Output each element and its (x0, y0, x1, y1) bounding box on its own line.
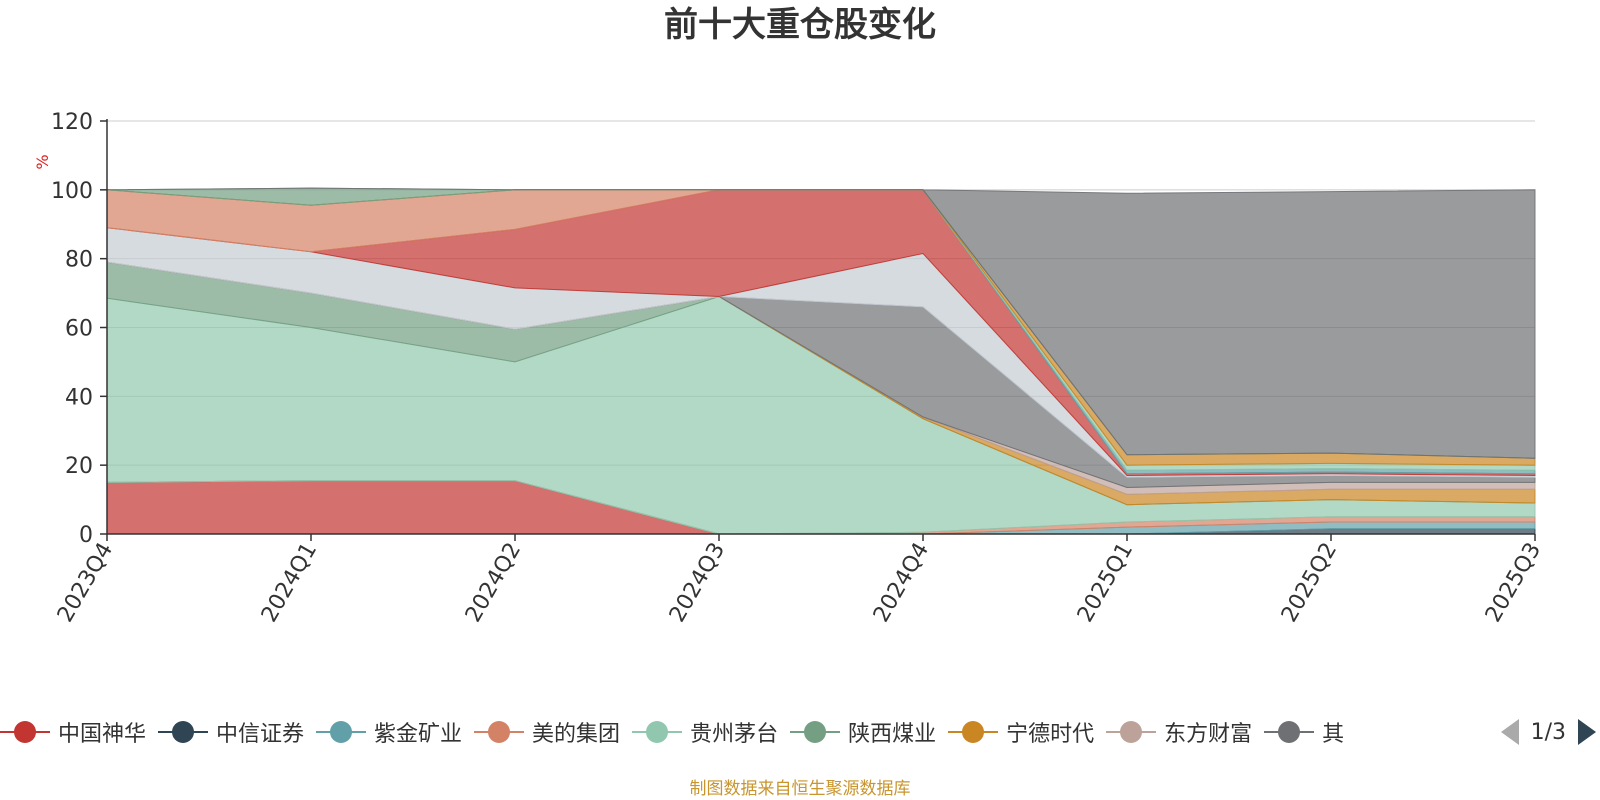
data-source-note: 制图数据来自恒生聚源数据库 (689, 779, 911, 799)
legend-page-indicator: 1/3 (1530, 719, 1566, 745)
legend-label: 美的集团 (532, 722, 621, 747)
y-tick-label: 60 (65, 317, 93, 342)
legend-item[interactable]: 宁德时代 (948, 712, 1094, 752)
legend-marker-icon (790, 721, 841, 743)
legend-label: 中信证券 (216, 722, 305, 747)
x-tick-label: 2025Q2 (1277, 539, 1342, 627)
x-tick-label: 2025Q1 (1073, 539, 1138, 627)
y-tick-label: 80 (65, 248, 93, 273)
legend-label: 紫金矿业 (374, 722, 463, 747)
legend-items: 中国神华 中信证券 紫金矿业 美的集团 贵州茅台 陕西煤业 宁德时代 东方财富 其 (0, 712, 1485, 752)
legend-label: 东方财富 (1164, 722, 1253, 747)
x-tick-label: 2024Q1 (257, 539, 322, 627)
legend-label: 陕西煤业 (848, 722, 937, 747)
chart-title: 前十大重仓股变化 (664, 5, 936, 45)
legend-marker-icon (474, 721, 525, 743)
legend-marker-icon (1264, 721, 1315, 743)
legend-label: 其 (1322, 722, 1345, 747)
y-tick-label: 0 (79, 523, 93, 548)
y-tick-label: 100 (51, 179, 93, 204)
legend-label: 中国神华 (58, 722, 147, 747)
legend-item[interactable]: 贵州茅台 (632, 712, 778, 752)
legend-item[interactable]: 其 (1264, 712, 1344, 752)
stacked-area-chart: 0 20 40 60 80 100 120% 2023Q4 2024Q1 2024Q2 2024Q3… (33, 110, 1546, 627)
legend-item[interactable]: 紫金矿业 (316, 712, 462, 752)
legend-marker-icon (1106, 721, 1157, 743)
x-tick-label: 2025Q3 (1481, 539, 1546, 627)
y-tick-label: 20 (65, 454, 93, 479)
legend-item[interactable]: 东方财富 (1106, 712, 1252, 752)
legend-next-icon[interactable] (1574, 717, 1600, 747)
legend-item[interactable]: 陕西煤业 (790, 712, 936, 752)
x-tick-label: 2023Q4 (53, 539, 118, 627)
x-tick-label: 2024Q2 (461, 539, 526, 627)
legend-prev-icon[interactable] (1497, 717, 1523, 747)
y-tick-label: 40 (65, 385, 93, 410)
legend-item[interactable]: 美的集团 (474, 712, 620, 752)
y-tick-label: 120 (51, 110, 93, 135)
area-series-17[interactable] (106, 187, 1536, 459)
legend-label: 贵州茅台 (690, 722, 779, 747)
area-series-group (106, 187, 1536, 535)
legend-label: 宁德时代 (1006, 722, 1095, 747)
legend: 中国神华 中信证券 紫金矿业 美的集团 贵州茅台 陕西煤业 宁德时代 东方财富 其 1/3 (0, 712, 1600, 752)
legend-marker-icon (316, 721, 367, 743)
legend-item[interactable]: 中信证券 (158, 712, 304, 752)
legend-pager: 1/3 (1485, 712, 1600, 752)
legend-marker-icon (948, 721, 999, 743)
x-tick-label: 2024Q3 (665, 539, 730, 627)
legend-marker-icon (0, 721, 50, 743)
legend-item[interactable]: 中国神华 (0, 712, 146, 752)
legend-marker-icon (158, 721, 209, 743)
y-axis-label: % (33, 154, 52, 169)
x-tick-label: 2024Q4 (869, 539, 934, 627)
legend-marker-icon (632, 721, 683, 743)
